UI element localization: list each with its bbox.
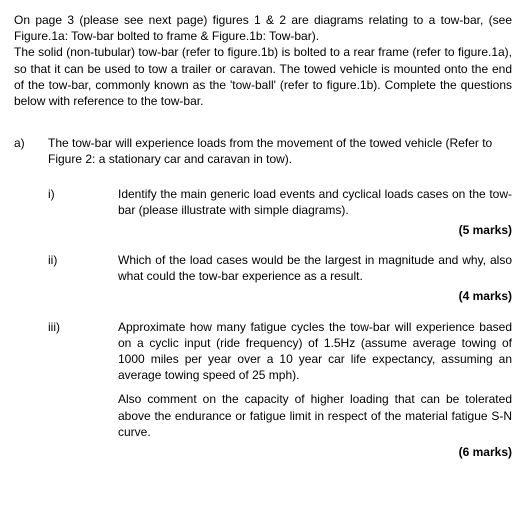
sub-iii-text2: Also comment on the capacity of higher l…	[118, 391, 512, 440]
intro-line2: The solid (non-tubular) tow-bar (refer t…	[14, 45, 512, 108]
sub-iii: iii) Approximate how many fatigue cycles…	[14, 319, 512, 461]
part-a-stem: The tow-bar will experience loads from t…	[36, 135, 512, 167]
sub-iii-marks: (6 marks)	[14, 444, 512, 460]
sub-ii-marks: (4 marks)	[14, 288, 512, 304]
sub-iii-text1: Approximate how many fatigue cycles the …	[118, 319, 512, 384]
part-a-label: a)	[14, 135, 36, 167]
sub-i: i) Identify the main generic load events…	[14, 186, 512, 239]
part-a: a) The tow-bar will experience loads fro…	[14, 135, 512, 167]
sub-i-text: Identify the main generic load events an…	[118, 186, 512, 218]
sub-iii-label: iii)	[14, 319, 118, 440]
sub-i-label: i)	[14, 186, 118, 218]
sub-i-marks: (5 marks)	[14, 222, 512, 238]
intro-text: On page 3 (please see next page) figures…	[14, 12, 512, 109]
sub-ii-label: ii)	[14, 252, 118, 284]
intro-line1: On page 3 (please see next page) figures…	[14, 13, 512, 43]
sub-ii-text: Which of the load cases would be the lar…	[118, 252, 512, 284]
sub-ii: ii) Which of the load cases would be the…	[14, 252, 512, 305]
